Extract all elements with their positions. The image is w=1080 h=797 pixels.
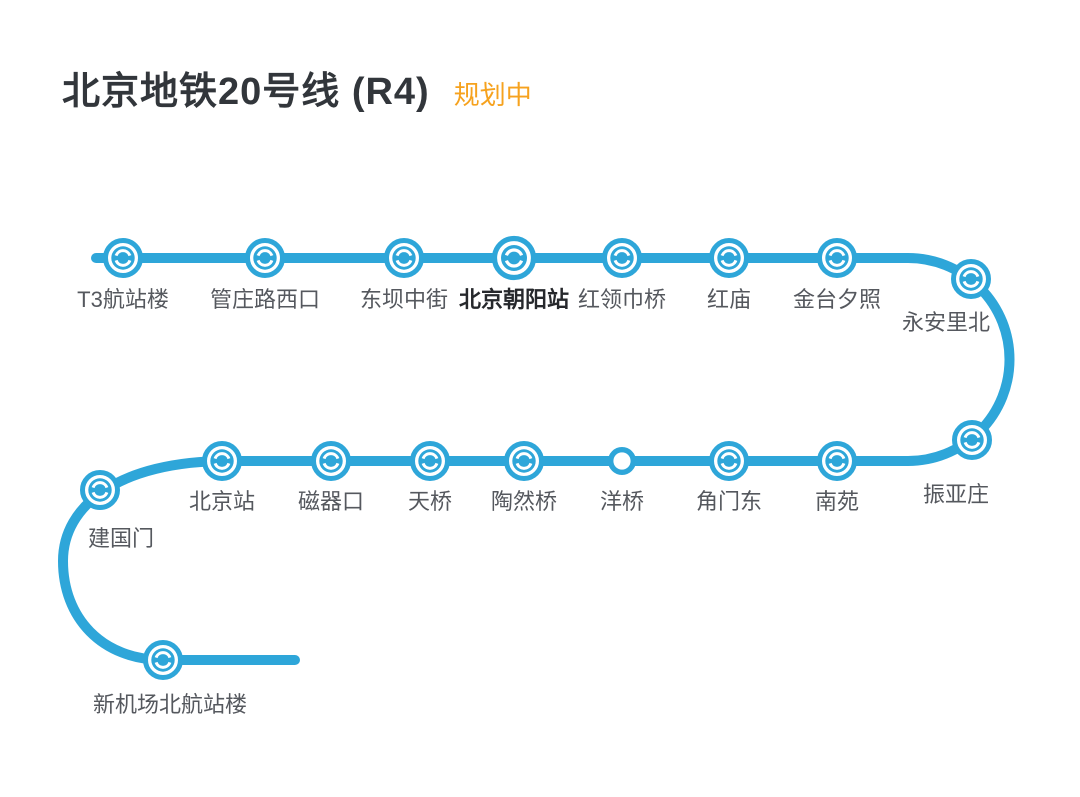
station-marker bbox=[410, 441, 450, 481]
station-label: 南苑 bbox=[815, 489, 859, 514]
station-marker bbox=[80, 470, 120, 510]
station-label: 管庄路西口 bbox=[210, 287, 320, 312]
route-line bbox=[58, 253, 1015, 665]
transfer-icon-arc-top bbox=[256, 249, 274, 257]
status-badge: 规划中 bbox=[453, 80, 532, 110]
station-label: 陶然桥 bbox=[491, 489, 557, 514]
station-label: 磁器口 bbox=[298, 489, 364, 514]
station-marker bbox=[143, 640, 183, 680]
transfer-icon-arc-top bbox=[395, 249, 413, 257]
station-marker bbox=[709, 238, 749, 278]
station-marker bbox=[202, 441, 242, 481]
transfer-icon-arc-bottom bbox=[720, 462, 738, 470]
transfer-icon-arc-top bbox=[613, 249, 631, 257]
station-label: 角门东 bbox=[696, 489, 762, 514]
station-label: 新机场北航站楼 bbox=[93, 692, 247, 717]
station-marker bbox=[602, 238, 642, 278]
station-marker bbox=[311, 441, 351, 481]
station-label: 红庙 bbox=[707, 287, 751, 312]
station-label: 天桥 bbox=[408, 489, 452, 514]
transfer-icon-arc-bottom bbox=[504, 259, 524, 268]
transfer-icon-arc-bottom bbox=[114, 259, 132, 267]
station-marker bbox=[952, 420, 992, 460]
station-marker bbox=[709, 441, 749, 481]
station-label: 永安里北 bbox=[902, 310, 990, 335]
station-marker bbox=[817, 238, 857, 278]
station-marker bbox=[504, 441, 544, 481]
station-label: 东坝中街 bbox=[360, 287, 448, 312]
transfer-icon-arc-top bbox=[213, 452, 231, 460]
transfer-icon-arc-top bbox=[963, 431, 981, 439]
station-label: 洋桥 bbox=[600, 489, 644, 514]
transfer-icon-arc-bottom bbox=[613, 259, 631, 267]
station-label: 振亚庄 bbox=[923, 482, 989, 507]
transfer-icon-arc-top bbox=[91, 481, 109, 489]
station-label: 建国门 bbox=[88, 526, 154, 551]
transfer-icon-arc-bottom bbox=[828, 259, 846, 267]
transfer-icon-arc-bottom bbox=[421, 462, 439, 470]
stations-layer bbox=[80, 235, 992, 680]
transfer-icon-arc-bottom bbox=[720, 259, 738, 267]
transfer-icon-arc-bottom bbox=[322, 462, 340, 470]
transfer-icon-arc-top bbox=[421, 452, 439, 460]
transfer-icon-arc-bottom bbox=[395, 259, 413, 267]
station-label: 北京站 bbox=[189, 489, 255, 514]
transfer-icon-arc-top bbox=[114, 249, 132, 257]
transfer-icon-arc-top bbox=[828, 249, 846, 257]
transfer-icon-arc-bottom bbox=[963, 441, 981, 449]
station-marker bbox=[103, 238, 143, 278]
transfer-icon-arc-bottom bbox=[828, 462, 846, 470]
station-marker bbox=[491, 235, 537, 281]
station-marker bbox=[607, 446, 637, 476]
transfer-icon-arc-top bbox=[515, 452, 533, 460]
station-label: T3航站楼 bbox=[77, 287, 169, 312]
station-label: 金台夕照 bbox=[793, 287, 881, 312]
station-marker bbox=[384, 238, 424, 278]
station-marker bbox=[245, 238, 285, 278]
page-title: 北京地铁20号线 (R4) bbox=[62, 71, 430, 113]
transfer-icon-arc-top bbox=[828, 452, 846, 460]
transfer-icon-arc-top bbox=[962, 270, 980, 278]
header: 北京地铁20号线 (R4) 规划中 bbox=[62, 60, 532, 115]
transfer-icon-arc-bottom bbox=[91, 491, 109, 499]
transfer-icon-arc-top bbox=[504, 248, 524, 257]
transfer-icon-arc-bottom bbox=[515, 462, 533, 470]
transfer-icon-arc-bottom bbox=[154, 661, 172, 669]
transfer-icon-arc-top bbox=[720, 452, 738, 460]
transfer-icon-arc-bottom bbox=[962, 280, 980, 288]
transfer-icon-arc-bottom bbox=[213, 462, 231, 470]
station-marker bbox=[817, 441, 857, 481]
station-label: 北京朝阳站 bbox=[459, 287, 569, 312]
station-dot bbox=[607, 446, 637, 476]
transfer-icon-arc-bottom bbox=[256, 259, 274, 267]
transfer-icon-arc-top bbox=[720, 249, 738, 257]
transfer-icon-arc-top bbox=[154, 651, 172, 659]
station-marker bbox=[951, 259, 991, 299]
transfer-icon-arc-top bbox=[322, 452, 340, 460]
station-label: 红领巾桥 bbox=[578, 287, 666, 312]
